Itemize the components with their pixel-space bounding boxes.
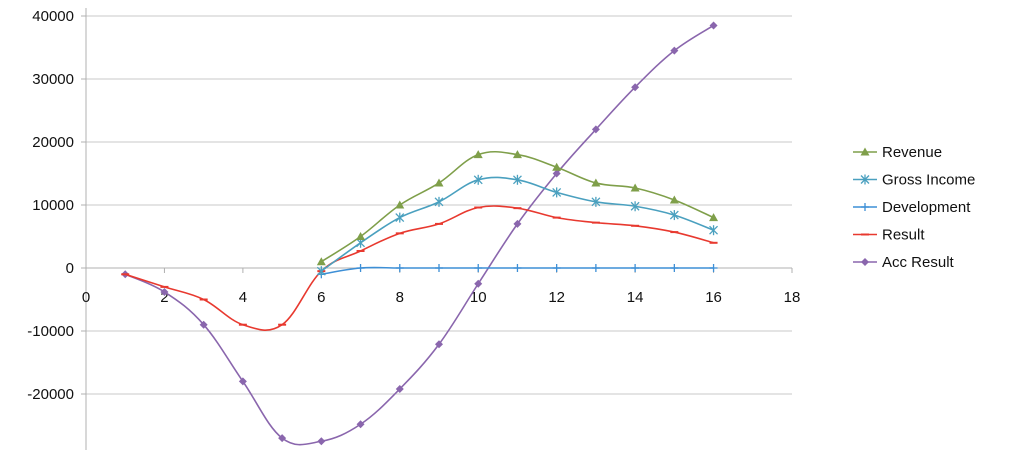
data-point-acc-result xyxy=(631,83,640,92)
data-point-development xyxy=(552,264,561,272)
data-point-revenue xyxy=(395,200,405,209)
data-point-gross-income xyxy=(473,174,483,185)
data-point-development xyxy=(356,264,365,272)
x-tick-label: 0 xyxy=(82,289,90,306)
legend-item-acc-result: Acc Result xyxy=(853,254,955,271)
legend: Revenue Gross Income Development Result Acc … xyxy=(853,144,975,271)
x-tick-label: 10 xyxy=(470,289,487,306)
data-point-gross-income xyxy=(552,187,562,198)
x-tick-label: 4 xyxy=(239,289,247,306)
y-axis-tick-labels: 40000 30000 20000 10000 0 -10000 -20000 xyxy=(27,8,74,403)
data-point-development xyxy=(591,264,600,272)
series-gross-income xyxy=(316,174,719,277)
data-point-revenue xyxy=(630,183,640,192)
legend-item-result: Result xyxy=(853,227,925,244)
data-point-acc-result xyxy=(199,320,208,329)
series-acc-result xyxy=(121,21,718,446)
legend-item-development: Development xyxy=(853,199,971,216)
y-tick-label: 10000 xyxy=(32,197,74,214)
data-point-gross-income xyxy=(316,266,326,277)
series-line-revenue xyxy=(320,150,714,263)
data-point-acc-result xyxy=(238,377,247,386)
x-axis-tick-labels: 0 2 4 6 8 10 12 14 16 18 xyxy=(82,289,801,306)
data-point-development xyxy=(631,264,640,272)
data-point-revenue xyxy=(669,195,679,204)
x-tick-label: 6 xyxy=(317,289,325,306)
data-point-development xyxy=(474,264,483,272)
data-point-revenue xyxy=(552,162,562,171)
data-point-gross-income xyxy=(669,210,679,221)
legend-label: Acc Result xyxy=(882,254,955,271)
x-tick-label: 14 xyxy=(627,289,644,306)
gridlines xyxy=(86,15,792,395)
axes xyxy=(81,8,793,450)
data-point-acc-result xyxy=(709,21,718,30)
y-tick-label: 40000 xyxy=(32,8,74,25)
y-tick-label: 20000 xyxy=(32,134,74,151)
x-tick-label: 8 xyxy=(396,289,404,306)
legend-label: Result xyxy=(882,227,925,244)
data-point-revenue xyxy=(591,178,601,187)
data-point-acc-result xyxy=(278,434,287,443)
data-point-gross-income xyxy=(434,196,444,207)
series-result xyxy=(121,205,718,331)
data-point-gross-income xyxy=(512,174,522,185)
data-point-acc-result xyxy=(513,219,522,228)
data-point-revenue xyxy=(512,150,522,159)
data-point-development xyxy=(395,264,404,272)
legend-marker xyxy=(861,203,869,211)
x-tick-label: 18 xyxy=(784,289,801,306)
series-line-acc-result xyxy=(124,24,714,446)
y-tick-label: -10000 xyxy=(27,323,74,340)
data-point-acc-result xyxy=(474,279,483,288)
x-tick-label: 12 xyxy=(548,289,565,306)
legend-marker xyxy=(860,147,870,156)
data-point-acc-result xyxy=(317,437,326,446)
y-tick-label: 30000 xyxy=(32,71,74,88)
series-development xyxy=(317,264,718,279)
data-point-development xyxy=(670,264,679,272)
x-tick-label: 16 xyxy=(705,289,722,306)
data-point-acc-result xyxy=(670,46,679,55)
series-revenue xyxy=(316,150,719,266)
legend-item-revenue: Revenue xyxy=(853,144,942,161)
y-tick-label: -20000 xyxy=(27,386,74,403)
data-point-development xyxy=(435,264,443,272)
data-point-revenue xyxy=(434,178,444,187)
legend-item-gross-income: Gross Income xyxy=(853,172,975,189)
data-point-acc-result xyxy=(591,125,600,134)
data-point-acc-result xyxy=(552,169,561,178)
legend-label: Gross Income xyxy=(882,172,975,189)
legend-marker xyxy=(860,174,870,185)
y-tick-label: 0 xyxy=(66,260,74,277)
series-line-result xyxy=(124,205,714,331)
legend-marker xyxy=(861,258,869,266)
data-point-revenue xyxy=(356,232,366,240)
data-point-acc-result xyxy=(395,384,404,393)
legend-label: Revenue xyxy=(882,144,942,161)
data-point-revenue xyxy=(473,150,483,159)
x-tick-label: 2 xyxy=(160,289,168,306)
data-point-acc-result xyxy=(160,287,169,296)
data-point-revenue xyxy=(316,257,326,266)
data-point-development xyxy=(709,264,718,272)
legend-label: Development xyxy=(882,199,971,216)
data-point-gross-income xyxy=(709,225,719,236)
data-point-gross-income xyxy=(591,196,601,207)
data-point-acc-result xyxy=(435,340,443,349)
data-point-gross-income xyxy=(630,201,640,212)
data-point-revenue xyxy=(709,213,719,222)
data-point-development xyxy=(513,264,522,272)
data-point-gross-income xyxy=(395,212,405,223)
data-point-acc-result xyxy=(356,420,365,429)
series-group xyxy=(121,21,719,446)
